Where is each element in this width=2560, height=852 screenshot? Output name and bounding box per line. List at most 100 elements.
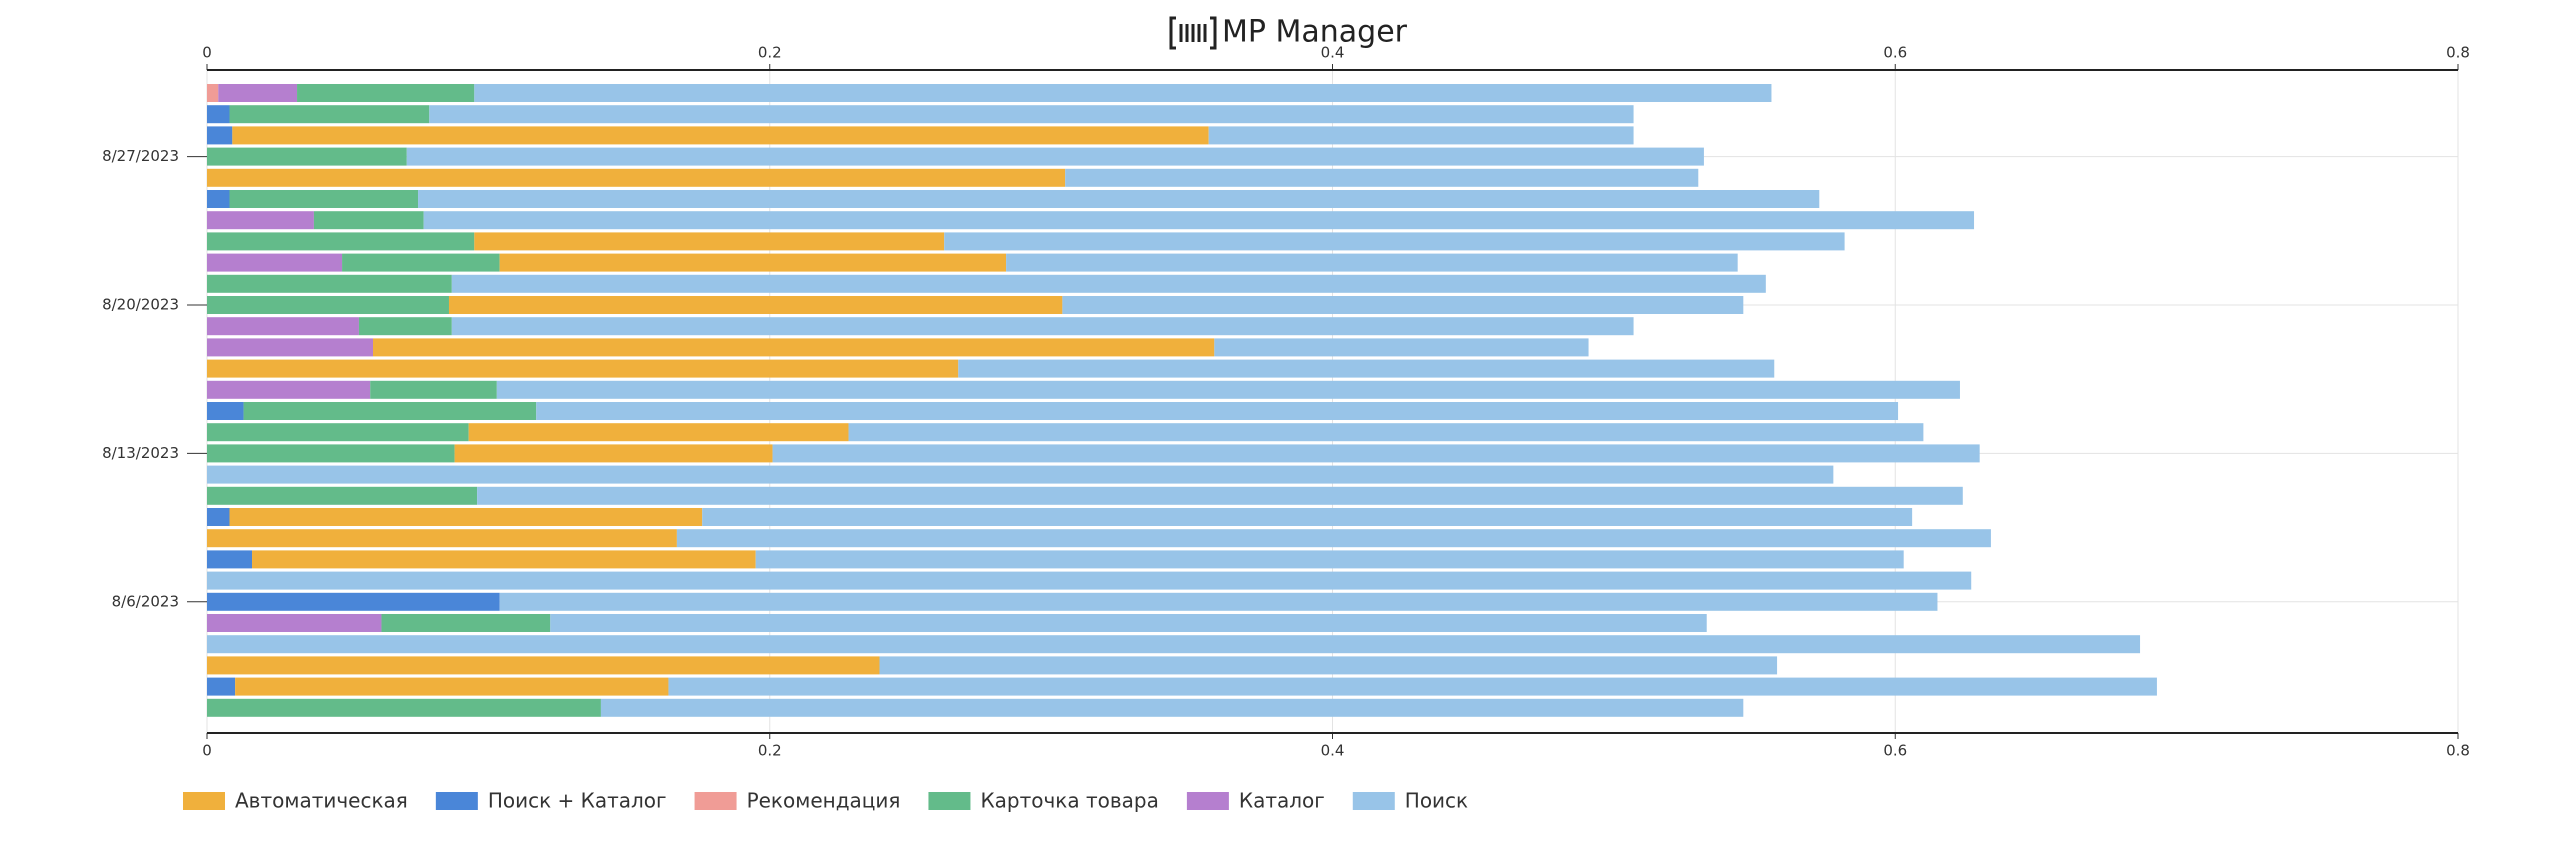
bar-segment xyxy=(207,126,233,145)
bar-segment xyxy=(1006,253,1738,272)
bar-segment xyxy=(207,253,343,272)
bar-segment xyxy=(207,211,314,230)
bar-segment xyxy=(499,253,1007,272)
bar-segment xyxy=(235,677,669,696)
x-tick-label: 0.2 xyxy=(758,44,782,62)
bar-segment xyxy=(474,232,945,251)
x-tick-label: 0.6 xyxy=(1883,44,1907,62)
legend-label: Поиск xyxy=(1405,789,1468,813)
bar-segment xyxy=(373,338,1215,357)
bar-segment xyxy=(207,380,371,399)
x-tick-label: 0.6 xyxy=(1883,742,1907,760)
legend-swatch xyxy=(1186,792,1229,810)
bar-segment xyxy=(207,571,1972,590)
bar-segment xyxy=(342,253,500,272)
bar-segment xyxy=(207,402,244,420)
bar-segment xyxy=(229,190,419,208)
legend-label: Поиск + Каталог xyxy=(488,789,667,813)
bar-segment xyxy=(207,614,382,632)
y-tick-label: 8/27/2023 xyxy=(102,147,179,165)
bar-segment xyxy=(702,508,1913,526)
bar-segment xyxy=(772,444,1980,463)
legend-swatch xyxy=(435,792,478,810)
bar-segment xyxy=(207,465,1834,484)
legend-swatch xyxy=(694,792,737,810)
bar-segment xyxy=(207,296,449,314)
bar-segment xyxy=(207,423,469,442)
bar-segment xyxy=(232,126,1209,145)
bar-segment xyxy=(207,635,2141,654)
legend: Автоматическая Поиск + Каталог Рекомендаци… xyxy=(183,789,1468,813)
bar-segment xyxy=(423,211,1975,230)
bar-segment xyxy=(468,423,849,442)
bar-segment xyxy=(676,529,1991,548)
bar-segment xyxy=(944,232,1845,251)
bar-segment xyxy=(550,614,1707,632)
bar-segment xyxy=(848,423,1924,442)
x-tick-label: 0.4 xyxy=(1321,742,1345,760)
bar-segment xyxy=(218,84,298,102)
legend-label: Автоматическая xyxy=(235,789,408,813)
bar-segment xyxy=(499,592,1938,611)
bar-segment xyxy=(536,402,1899,420)
bar-segment xyxy=(496,380,1960,399)
bar-segment xyxy=(252,550,756,569)
legend-label: Рекомендация xyxy=(747,789,901,813)
x-tick-label: 0.8 xyxy=(2446,742,2470,760)
bar-segment xyxy=(207,486,478,505)
bar-segment xyxy=(207,529,677,548)
x-tick-label: 0.4 xyxy=(1321,44,1345,62)
bar-segment xyxy=(668,677,2157,696)
legend-label: Карточка товара xyxy=(980,789,1158,813)
bar-segment xyxy=(207,677,236,696)
legend-label: Каталог xyxy=(1239,789,1325,813)
bar-segment xyxy=(229,508,703,526)
bar-segment xyxy=(207,698,601,717)
x-tick-label: 0.2 xyxy=(758,742,782,760)
bar-segment xyxy=(1214,338,1589,357)
legend-swatch xyxy=(1352,792,1395,810)
bar-segment xyxy=(358,317,452,336)
bar-segment xyxy=(207,656,880,675)
bar-segment xyxy=(418,190,1820,208)
bar-segment xyxy=(451,317,1634,336)
x-tick-label: 0 xyxy=(202,44,212,62)
bar-segment xyxy=(243,402,537,420)
bar-segment xyxy=(406,147,1704,166)
bar-segment xyxy=(207,359,959,378)
bar-segment xyxy=(755,550,1904,569)
y-tick-label: 8/20/2023 xyxy=(102,296,179,314)
bar-segment xyxy=(448,296,1063,314)
y-tick-label: 8/6/2023 xyxy=(112,592,179,610)
bar-segment xyxy=(1208,126,1634,145)
bar-segment xyxy=(474,84,1772,102)
bar-segment xyxy=(207,274,452,293)
bar-segment xyxy=(207,550,253,569)
bar-segment xyxy=(297,84,475,102)
bar-segment xyxy=(207,317,359,336)
bar-segment xyxy=(477,486,1963,505)
bar-segment xyxy=(207,508,230,526)
x-tick-label: 0 xyxy=(202,742,212,760)
bar-segment xyxy=(429,105,1634,124)
bar-segment xyxy=(207,338,374,357)
bar-segment xyxy=(1062,296,1744,314)
legend-swatch xyxy=(928,792,971,810)
bar-segment xyxy=(207,190,230,208)
bar-segment xyxy=(207,105,230,124)
x-tick-label: 0.8 xyxy=(2446,44,2470,62)
bar-segment xyxy=(207,232,475,251)
bar-segment xyxy=(451,274,1766,293)
bar-segment xyxy=(313,211,424,230)
bar-segment xyxy=(207,147,407,166)
bar-segment xyxy=(600,698,1744,717)
bar-segment xyxy=(370,380,497,399)
bar-segment xyxy=(207,168,1066,187)
bar-segment xyxy=(229,105,430,124)
chart-title: MP Manager xyxy=(1222,15,1408,50)
bar-segment xyxy=(879,656,1778,675)
bar-segment xyxy=(958,359,1775,378)
bar-segment xyxy=(207,84,219,102)
bar-segment xyxy=(1065,168,1699,187)
